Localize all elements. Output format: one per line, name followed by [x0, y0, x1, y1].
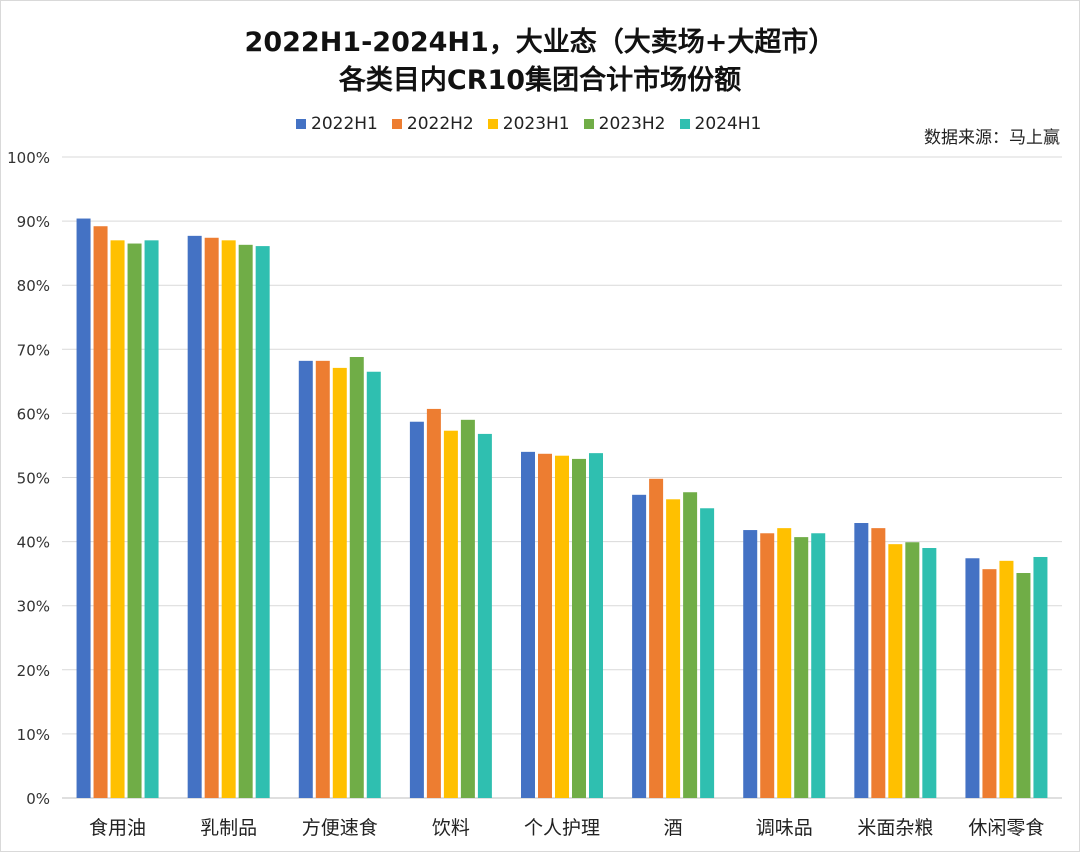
bar-2022H2-1: [204, 237, 219, 799]
x-tick-label: 乳制品: [200, 817, 257, 839]
bar-2023H2-8: [1016, 573, 1031, 798]
x-tick-label: 个人护理: [524, 817, 600, 839]
legend-label: 2022H1: [311, 114, 378, 134]
bar-2022H1-1: [187, 235, 202, 798]
y-tick-label: 30%: [17, 598, 50, 616]
bar-2023H2-4: [572, 458, 586, 798]
bar-2022H1-2: [298, 360, 313, 798]
bar-2023H2-6: [794, 537, 809, 798]
bar-2022H2-4: [538, 453, 552, 798]
y-tick-label: 40%: [17, 534, 50, 552]
bar-2022H1-5: [632, 494, 647, 798]
legend-swatch: [296, 119, 306, 129]
x-tick-label: 休闲零食: [968, 817, 1044, 839]
bar-2023H1-8: [999, 560, 1014, 798]
data-source: 数据来源：马上赢: [924, 128, 1060, 148]
legend-label: 2022H2: [406, 114, 474, 134]
bar-2024H1-3: [477, 433, 492, 798]
y-tick-label: 70%: [17, 341, 50, 359]
chart-title-line-2: 各类目内CR10集团合计市场份额: [338, 65, 742, 96]
bar-2022H2-2: [315, 360, 330, 798]
bar-2022H2-0: [93, 226, 108, 798]
bar-2023H1-4: [555, 455, 569, 798]
x-tick-label: 米面杂粮: [857, 817, 933, 839]
bar-2022H2-7: [871, 528, 886, 798]
bar-2022H1-0: [76, 218, 91, 798]
bar-2024H1-8: [1033, 556, 1048, 798]
x-tick-label: 调味品: [756, 817, 813, 839]
y-tick-label: 80%: [17, 277, 50, 295]
bar-2022H1-4: [521, 451, 535, 798]
legend: 2022H1 2022H2 2023H1 2023H2 2024H1: [296, 114, 761, 134]
bar-2023H1-1: [221, 240, 236, 798]
y-tick-label: 20%: [17, 662, 50, 680]
bar-2023H1-3: [443, 430, 458, 798]
bar-2023H1-0: [110, 240, 125, 798]
y-tick-label: 0%: [26, 790, 50, 808]
legend-swatch: [391, 119, 402, 129]
bar-2022H2-6: [760, 533, 775, 798]
x-tick-label: 饮料: [432, 817, 470, 839]
bar-2023H2-0: [127, 243, 142, 798]
bar-2022H1-3: [409, 421, 424, 798]
bar-2024H1-1: [255, 246, 270, 798]
bar-2024H1-4: [589, 453, 603, 798]
bar-2023H2-1: [238, 244, 253, 798]
bar-2022H2-5: [649, 478, 664, 798]
legend-swatch: [583, 119, 594, 129]
x-tick-label: 方便速食: [302, 817, 378, 839]
y-tick-label: 100%: [7, 149, 50, 167]
legend-label: 2024H1: [694, 114, 762, 134]
legend-item: 2022H2: [391, 114, 474, 134]
legend-item: 2023H2: [583, 114, 666, 134]
legend-item: 2022H1: [296, 114, 378, 134]
legend-item: 2023H1: [487, 114, 570, 134]
bar-2024H1-0: [144, 240, 159, 798]
y-tick-label: 50%: [17, 470, 50, 488]
legend-swatch: [487, 119, 498, 129]
bar-2022H1-7: [854, 523, 869, 798]
bar-2023H1-7: [888, 544, 903, 798]
bar-2024H1-7: [922, 548, 937, 798]
bar-2022H1-6: [743, 530, 758, 798]
bar-2024H1-2: [366, 371, 381, 798]
legend-label: 2023H2: [598, 114, 666, 134]
y-tick-label: 10%: [17, 726, 50, 744]
bar-2024H1-5: [700, 508, 715, 798]
bar-2023H2-5: [683, 492, 698, 798]
bar-2023H2-7: [905, 542, 920, 798]
bar-2023H1-5: [666, 499, 681, 798]
x-tick-label: 食用油: [89, 817, 146, 839]
y-tick-label: 60%: [17, 405, 50, 423]
chart-title-line-1: 2022H1-2024H1，大业态（大卖场+大超市）: [244, 27, 836, 58]
y-tick-label: 90%: [17, 213, 50, 231]
bar-2023H2-2: [349, 356, 364, 798]
bar-2022H2-8: [982, 569, 997, 798]
legend-item: 2024H1: [679, 114, 762, 134]
legend-label: 2023H1: [502, 114, 570, 134]
bar-2023H1-6: [777, 528, 792, 798]
bar-2023H1-2: [332, 367, 347, 798]
bar-2023H2-3: [460, 419, 475, 798]
legend-swatch: [679, 119, 690, 129]
x-tick-label: 酒: [664, 817, 683, 839]
bar-2024H1-6: [811, 533, 826, 798]
bar-2022H1-8: [965, 558, 980, 798]
bar-2022H2-3: [426, 408, 441, 798]
